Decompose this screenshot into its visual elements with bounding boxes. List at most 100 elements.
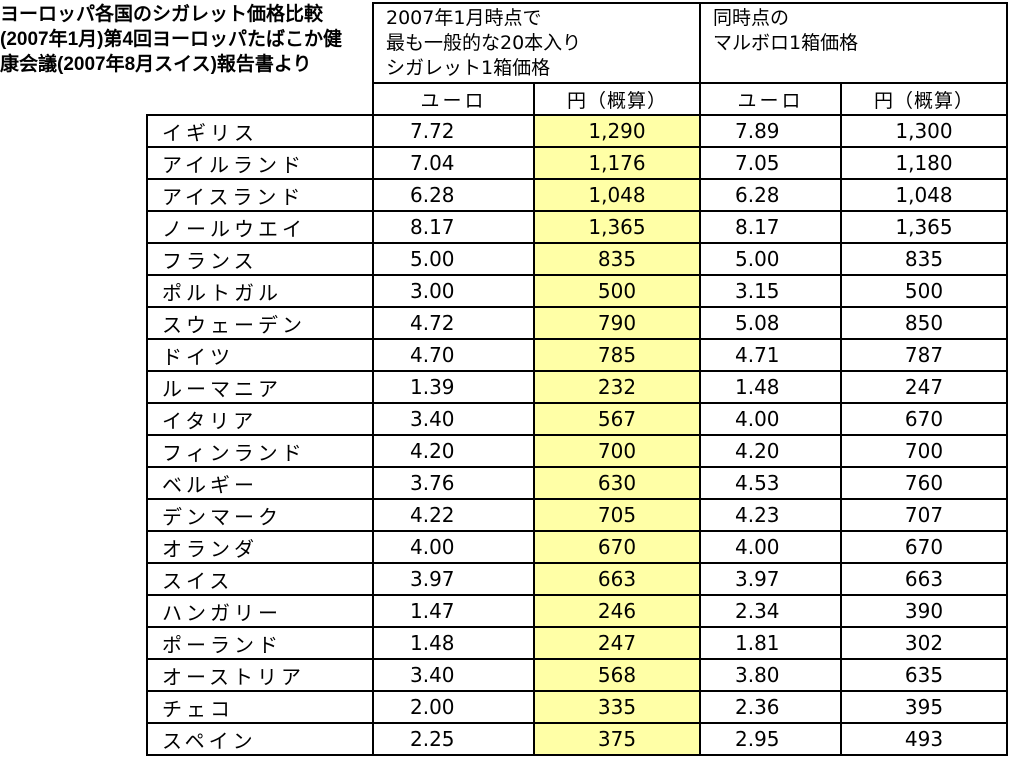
- euro-marlboro-cell: 2.95: [699, 722, 842, 756]
- euro-common-cell: 3.00: [372, 274, 535, 308]
- header-common-cigarette: 2007年1月時点で 最も一般的な20本入り シガレット1箱価格: [372, 2, 701, 84]
- country-cell: ポーランド: [146, 626, 374, 660]
- euro-marlboro-cell: 7.89: [699, 114, 842, 148]
- yen-marlboro-cell: 787: [840, 338, 1008, 372]
- euro-marlboro-cell: 3.15: [699, 274, 842, 308]
- euro-common-cell: 3.40: [372, 402, 535, 436]
- header-yen-marlboro: 円（概算）: [840, 82, 1008, 116]
- header-euro-common: ユーロ: [372, 82, 535, 116]
- header-blank-cell: [147, 3, 374, 83]
- euro-marlboro-cell: 1.48: [699, 370, 842, 404]
- euro-common-cell: 3.97: [372, 562, 535, 596]
- country-cell: スペイン: [146, 722, 374, 756]
- euro-common-cell: 8.17: [372, 210, 535, 244]
- country-cell: イギリス: [146, 114, 374, 148]
- euro-common-cell: 1.39: [372, 370, 535, 404]
- yen-marlboro-cell: 700: [840, 434, 1008, 468]
- euro-common-cell: 3.76: [372, 466, 535, 500]
- yen-common-cell: 335: [533, 690, 701, 724]
- yen-common-cell: 700: [533, 434, 701, 468]
- euro-common-cell: 4.22: [372, 498, 535, 532]
- country-cell: チェコ: [146, 690, 374, 724]
- table-row: イタリア 3.40 567 4.00 670: [146, 402, 1008, 436]
- yen-common-cell: 375: [533, 722, 701, 756]
- yen-marlboro-cell: 760: [840, 466, 1008, 500]
- price-comparison-table: 2007年1月時点で 最も一般的な20本入り シガレット1箱価格 同時点の マルボロ1…: [146, 2, 1008, 756]
- yen-common-cell: 790: [533, 306, 701, 340]
- sub-header-row: ユーロ 円（概算） ユーロ 円（概算）: [147, 82, 1008, 116]
- table-row: アイルランド 7.04 1,176 7.05 1,180: [146, 146, 1008, 180]
- yen-common-cell: 1,365: [533, 210, 701, 244]
- yen-common-cell: 705: [533, 498, 701, 532]
- yen-marlboro-cell: 1,300: [840, 114, 1008, 148]
- yen-common-cell: 670: [533, 530, 701, 564]
- euro-marlboro-cell: 4.00: [699, 530, 842, 564]
- yen-common-cell: 567: [533, 402, 701, 436]
- table-row: スペイン 2.25 375 2.95 493: [146, 722, 1008, 756]
- table-row: チェコ 2.00 335 2.36 395: [146, 690, 1008, 724]
- country-cell: ポルトガル: [146, 274, 374, 308]
- country-cell: オランダ: [146, 530, 374, 564]
- table-row: ノールウエイ 8.17 1,365 8.17 1,365: [146, 210, 1008, 244]
- country-cell: イタリア: [146, 402, 374, 436]
- euro-common-cell: 6.28: [372, 178, 535, 212]
- euro-marlboro-cell: 7.05: [699, 146, 842, 180]
- table-row: フランス 5.00 835 5.00 835: [146, 242, 1008, 276]
- yen-common-cell: 246: [533, 594, 701, 628]
- yen-marlboro-cell: 635: [840, 658, 1008, 692]
- table-row: ポーランド 1.48 247 1.81 302: [146, 626, 1008, 660]
- yen-marlboro-cell: 493: [840, 722, 1008, 756]
- yen-marlboro-cell: 835: [840, 242, 1008, 276]
- yen-common-cell: 630: [533, 466, 701, 500]
- euro-common-cell: 1.48: [372, 626, 535, 660]
- yen-common-cell: 1,290: [533, 114, 701, 148]
- yen-marlboro-cell: 247: [840, 370, 1008, 404]
- yen-marlboro-cell: 500: [840, 274, 1008, 308]
- euro-common-cell: 2.00: [372, 690, 535, 724]
- country-cell: ルーマニア: [146, 370, 374, 404]
- euro-common-cell: 7.72: [372, 114, 535, 148]
- country-cell: アイルランド: [146, 146, 374, 180]
- country-cell: スウェーデン: [146, 306, 374, 340]
- header-blank-cell: [147, 83, 374, 115]
- euro-common-cell: 1.47: [372, 594, 535, 628]
- euro-marlboro-cell: 4.71: [699, 338, 842, 372]
- table-body: イギリス 7.72 1,290 7.89 1,300 アイルランド 7.04 1,176 7.0…: [146, 114, 1008, 756]
- country-cell: フィンランド: [146, 434, 374, 468]
- euro-common-cell: 4.20: [372, 434, 535, 468]
- euro-marlboro-cell: 1.81: [699, 626, 842, 660]
- yen-marlboro-cell: 663: [840, 562, 1008, 596]
- euro-marlboro-cell: 4.23: [699, 498, 842, 532]
- country-cell: ベルギー: [146, 466, 374, 500]
- yen-marlboro-cell: 390: [840, 594, 1008, 628]
- table-row: デンマーク 4.22 705 4.23 707: [146, 498, 1008, 532]
- yen-marlboro-cell: 707: [840, 498, 1008, 532]
- group-header-row: 2007年1月時点で 最も一般的な20本入り シガレット1箱価格 同時点の マルボロ1…: [147, 2, 1008, 84]
- table-row: オランダ 4.00 670 4.00 670: [146, 530, 1008, 564]
- euro-marlboro-cell: 6.28: [699, 178, 842, 212]
- table-row: ドイツ 4.70 785 4.71 787: [146, 338, 1008, 372]
- euro-common-cell: 5.00: [372, 242, 535, 276]
- euro-marlboro-cell: 5.00: [699, 242, 842, 276]
- euro-marlboro-cell: 8.17: [699, 210, 842, 244]
- yen-marlboro-cell: 1,180: [840, 146, 1008, 180]
- country-cell: オーストリア: [146, 658, 374, 692]
- euro-marlboro-cell: 3.80: [699, 658, 842, 692]
- euro-common-cell: 3.40: [372, 658, 535, 692]
- table-row: ベルギー 3.76 630 4.53 760: [146, 466, 1008, 500]
- table-row: アイスランド 6.28 1,048 6.28 1,048: [146, 178, 1008, 212]
- euro-common-cell: 4.72: [372, 306, 535, 340]
- country-cell: ドイツ: [146, 338, 374, 372]
- yen-common-cell: 568: [533, 658, 701, 692]
- euro-marlboro-cell: 2.34: [699, 594, 842, 628]
- table-row: ハンガリー 1.47 246 2.34 390: [146, 594, 1008, 628]
- header-euro-marlboro: ユーロ: [699, 82, 842, 116]
- country-cell: ノールウエイ: [146, 210, 374, 244]
- table-row: ポルトガル 3.00 500 3.15 500: [146, 274, 1008, 308]
- country-cell: スイス: [146, 562, 374, 596]
- yen-marlboro-cell: 670: [840, 530, 1008, 564]
- yen-common-cell: 1,176: [533, 146, 701, 180]
- yen-common-cell: 835: [533, 242, 701, 276]
- yen-common-cell: 500: [533, 274, 701, 308]
- euro-common-cell: 4.70: [372, 338, 535, 372]
